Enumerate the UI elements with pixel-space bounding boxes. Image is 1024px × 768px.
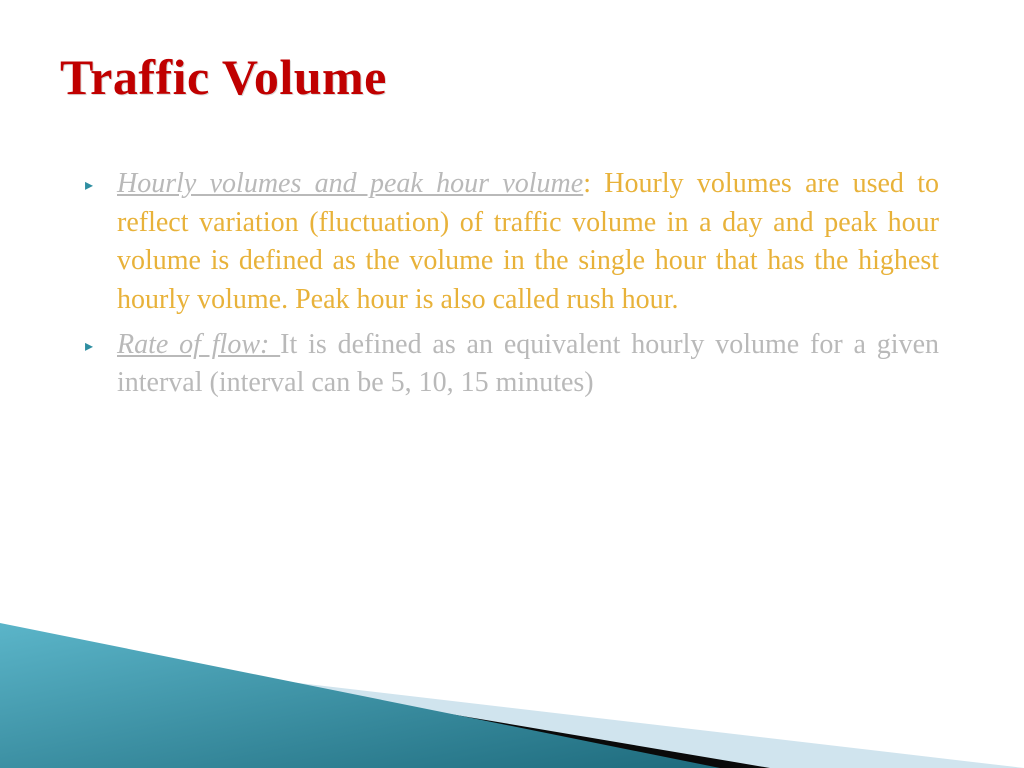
bullet-colon: : (583, 168, 604, 199)
bullet-term: Rate of flow: (117, 329, 280, 360)
slide: Traffic Volume ▸ Hourly volumes and peak… (0, 0, 1024, 768)
bullet-marker-icon: ▸ (85, 326, 117, 403)
bullet-text: Hourly volumes and peak hour volume: Hou… (117, 165, 939, 320)
corner-decoration (0, 568, 1024, 768)
slide-title: Traffic Volume (60, 48, 387, 106)
bullet-term: Hourly volumes and peak hour volume (117, 168, 583, 199)
bullet-marker-icon: ▸ (85, 165, 117, 320)
bullet-text: Rate of flow: It is defined as an equiva… (117, 326, 939, 403)
content-area: ▸ Hourly volumes and peak hour volume: H… (85, 165, 939, 409)
bullet-item: ▸ Hourly volumes and peak hour volume: H… (85, 165, 939, 320)
bullet-item: ▸ Rate of flow: It is defined as an equi… (85, 326, 939, 403)
